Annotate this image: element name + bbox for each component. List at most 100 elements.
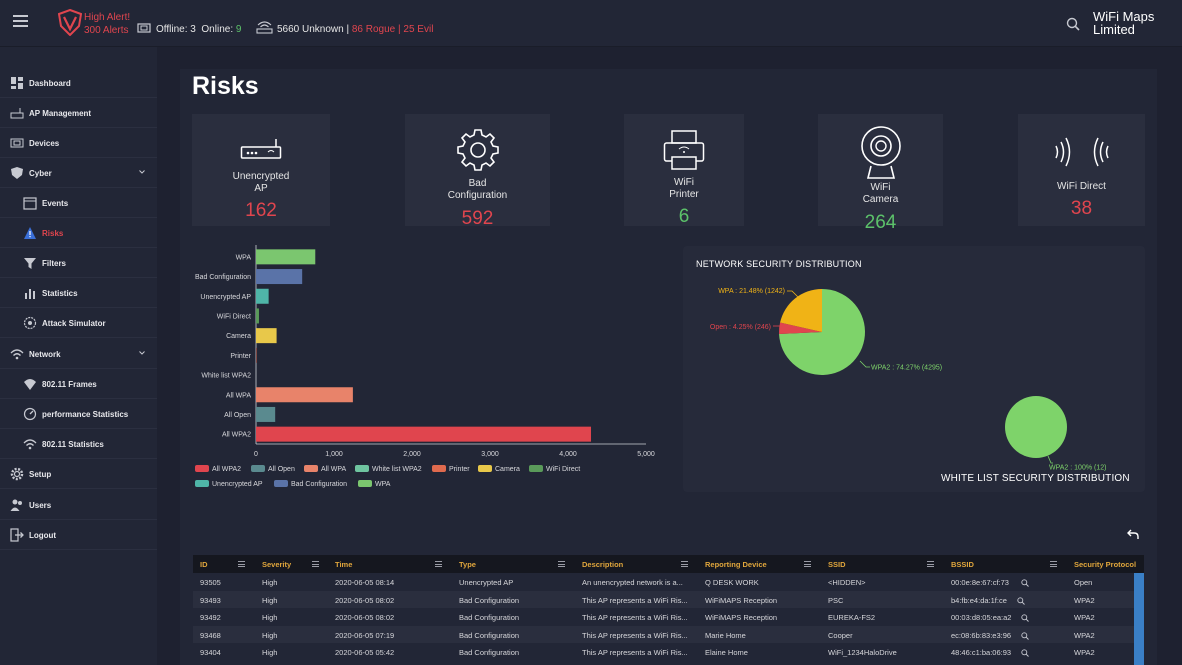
search-icon[interactable]: [1021, 631, 1029, 640]
search-icon[interactable]: [1017, 596, 1025, 605]
sidebar-item-setup[interactable]: Setup: [0, 459, 157, 489]
legend-item[interactable]: Unencrypted AP: [195, 480, 263, 488]
undo-icon[interactable]: [1127, 529, 1139, 540]
table-cell: High: [262, 595, 278, 605]
devices-icon: [10, 138, 24, 148]
search-icon[interactable]: [1021, 579, 1029, 587]
table-row[interactable]: 93404 High 2020-06-05 05:42 Bad Configurati…: [193, 643, 1134, 661]
bar[interactable]: [256, 387, 353, 403]
table-cell: 00:03:d8:05:ea:a2: [951, 613, 1012, 622]
card-label: Configuration: [447, 190, 508, 201]
bar[interactable]: [256, 249, 316, 265]
bar[interactable]: [256, 406, 276, 422]
bar[interactable]: [256, 426, 592, 442]
column-menu-icon[interactable]: [558, 561, 565, 567]
card-wifi-printer[interactable]: WiFi Printer 6: [624, 114, 744, 227]
column-header[interactable]: ID: [200, 560, 208, 569]
sidebar-item-statistics[interactable]: Statistics: [0, 278, 157, 308]
legend-swatch: [432, 465, 446, 472]
legend-item[interactable]: WPA: [358, 480, 390, 488]
column-header[interactable]: Time: [335, 560, 353, 569]
column-header[interactable]: Reporting Device: [705, 560, 767, 569]
table-row[interactable]: 93468 High 2020-06-05 07:19 Bad Configurati…: [193, 625, 1134, 643]
pie-slice[interactable]: [779, 289, 865, 375]
column-header[interactable]: Security Protocol: [1074, 560, 1137, 569]
bar-chart-icon: [25, 289, 35, 299]
sidebar: [0, 47, 157, 665]
bar[interactable]: [256, 288, 269, 304]
legend-item[interactable]: All Open: [251, 465, 295, 473]
sidebar-item-cyber[interactable]: Cyber: [0, 158, 157, 188]
sidebar-item-filters[interactable]: Filters: [0, 248, 157, 278]
sidebar-item-performance-statistics[interactable]: performance Statistics: [0, 399, 157, 429]
pie-slice[interactable]: [1005, 396, 1067, 458]
card-label: WiFi: [870, 182, 891, 193]
column-header[interactable]: Severity: [262, 560, 292, 569]
column-menu-icon[interactable]: [927, 561, 934, 567]
legend-item[interactable]: All WPA: [304, 465, 346, 473]
x-tick-label: 3,000: [481, 451, 499, 458]
bar[interactable]: [256, 328, 277, 344]
sidebar-item-dashboard[interactable]: Dashboard: [0, 68, 157, 98]
offline-online-status: Offline: 3 Online: 9: [156, 24, 241, 35]
table-cell: High: [262, 648, 278, 657]
sidebar-item-label: AP Management: [29, 109, 92, 118]
table-row[interactable]: 93492 High 2020-06-05 08:02 Bad Configurati…: [193, 608, 1134, 626]
search-icon[interactable]: [1021, 614, 1029, 622]
table-row[interactable]: 93493 High 2020-06-05 08:02 Bad Configurati…: [193, 590, 1134, 608]
legend-swatch: [251, 465, 265, 472]
column-header[interactable]: BSSID: [951, 560, 974, 569]
column-header[interactable]: Description: [582, 560, 624, 569]
column-header[interactable]: SSID: [828, 560, 846, 569]
search-icon[interactable]: [1066, 17, 1080, 31]
sidebar-item-attack-simulator[interactable]: Attack Simulator: [0, 308, 157, 338]
sidebar-item-devices[interactable]: Devices: [0, 128, 157, 158]
column-menu-icon[interactable]: [312, 561, 319, 567]
card-wifi-camera[interactable]: WiFi Camera 264: [818, 114, 943, 233]
chevron-down-icon[interactable]: [139, 350, 145, 356]
sidebar-item-events[interactable]: Events: [0, 188, 157, 218]
column-menu-icon[interactable]: [435, 561, 442, 567]
legend-item[interactable]: WiFi Direct: [529, 465, 580, 473]
legend-item[interactable]: White list WPA2: [355, 465, 422, 473]
column-menu-icon[interactable]: [1050, 561, 1057, 567]
sidebar-item-risks[interactable]: Risks: [0, 218, 157, 248]
pie-label-leader: [787, 290, 800, 299]
sidebar-item-label: Dashboard: [29, 79, 71, 88]
legend-label: All WPA: [321, 466, 347, 473]
legend-item[interactable]: All WPA2: [195, 465, 241, 473]
card-wifi-direct[interactable]: WiFi Direct 38: [1018, 114, 1145, 226]
sidebar-item-logout[interactable]: Logout: [0, 520, 157, 550]
card-bad-configuration[interactable]: Bad Configuration 592: [405, 114, 550, 229]
card-unencrypted-ap[interactable]: Unencrypted AP 162: [192, 114, 330, 226]
sidebar-item-ap-management[interactable]: AP Management: [0, 98, 157, 128]
column-menu-icon[interactable]: [238, 561, 245, 567]
sidebar-item-802-11-statistics[interactable]: 802.11 Statistics: [0, 429, 157, 459]
chevron-down-icon[interactable]: [139, 169, 145, 175]
pie-slice[interactable]: [780, 289, 822, 332]
alert-summary[interactable]: High Alert! 300 Alerts: [84, 11, 130, 37]
wifi-direct-icon: [1054, 137, 1109, 167]
legend-swatch: [355, 465, 369, 472]
menu-icon[interactable]: [13, 15, 28, 27]
table-scrollbar-thumb[interactable]: [1134, 573, 1144, 665]
sidebar-item-users[interactable]: Users: [0, 490, 157, 520]
x-tick-label: 1,000: [325, 451, 343, 458]
legend-item[interactable]: Printer: [432, 465, 470, 473]
table-cell: This AP represents a WiFi Ris...: [582, 630, 688, 640]
legend-item[interactable]: Bad Configuration: [274, 480, 347, 488]
column-menu-icon[interactable]: [804, 561, 811, 567]
pie-slice[interactable]: [779, 322, 822, 334]
sidebar-item-network[interactable]: Network: [0, 339, 157, 369]
table-row[interactable]: 93505 High 2020-06-05 08:14 Unencrypted AP A…: [193, 573, 1134, 591]
table-cell: High: [262, 613, 278, 622]
column-header[interactable]: Type: [459, 560, 476, 569]
legend-item[interactable]: Camera: [478, 465, 520, 473]
sidebar-item-802-11-frames[interactable]: 802.11 Frames: [0, 369, 157, 399]
warning-icon: [24, 227, 36, 239]
search-icon[interactable]: [1021, 649, 1029, 657]
bar[interactable]: [256, 308, 259, 324]
alert-shield-icon[interactable]: [58, 9, 82, 36]
bar[interactable]: [256, 269, 303, 285]
column-menu-icon[interactable]: [681, 561, 688, 567]
